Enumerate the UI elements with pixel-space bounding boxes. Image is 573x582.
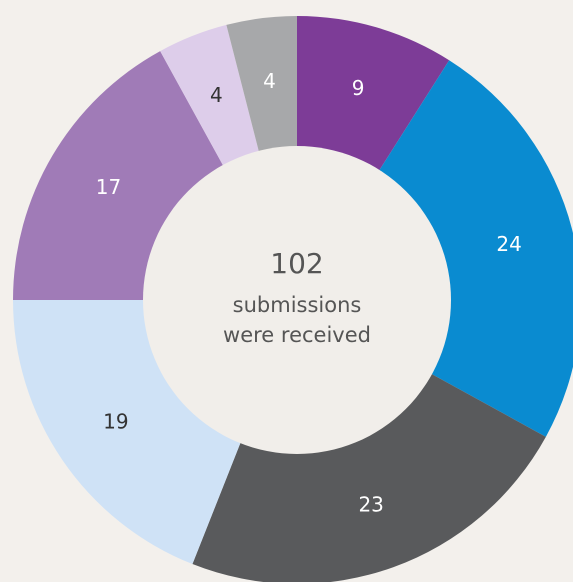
data-label: 4 — [210, 83, 223, 107]
wedge — [297, 16, 450, 174]
center-line: were received — [223, 323, 371, 347]
center-line: submissions — [233, 293, 362, 317]
data-label: 19 — [103, 410, 128, 434]
data-label: 4 — [263, 69, 276, 93]
data-label: 23 — [358, 493, 383, 517]
wedge — [226, 16, 297, 155]
data-label: 9 — [352, 76, 365, 100]
total: 102 — [270, 247, 323, 280]
wedges — [13, 16, 573, 582]
data-label: 17 — [96, 175, 121, 199]
wedge — [192, 372, 546, 582]
data-label: 24 — [496, 232, 521, 256]
wedge — [160, 24, 260, 169]
wedge — [377, 60, 573, 437]
wedge — [13, 300, 242, 565]
donut-hole — [143, 146, 451, 454]
wedge — [13, 51, 225, 300]
